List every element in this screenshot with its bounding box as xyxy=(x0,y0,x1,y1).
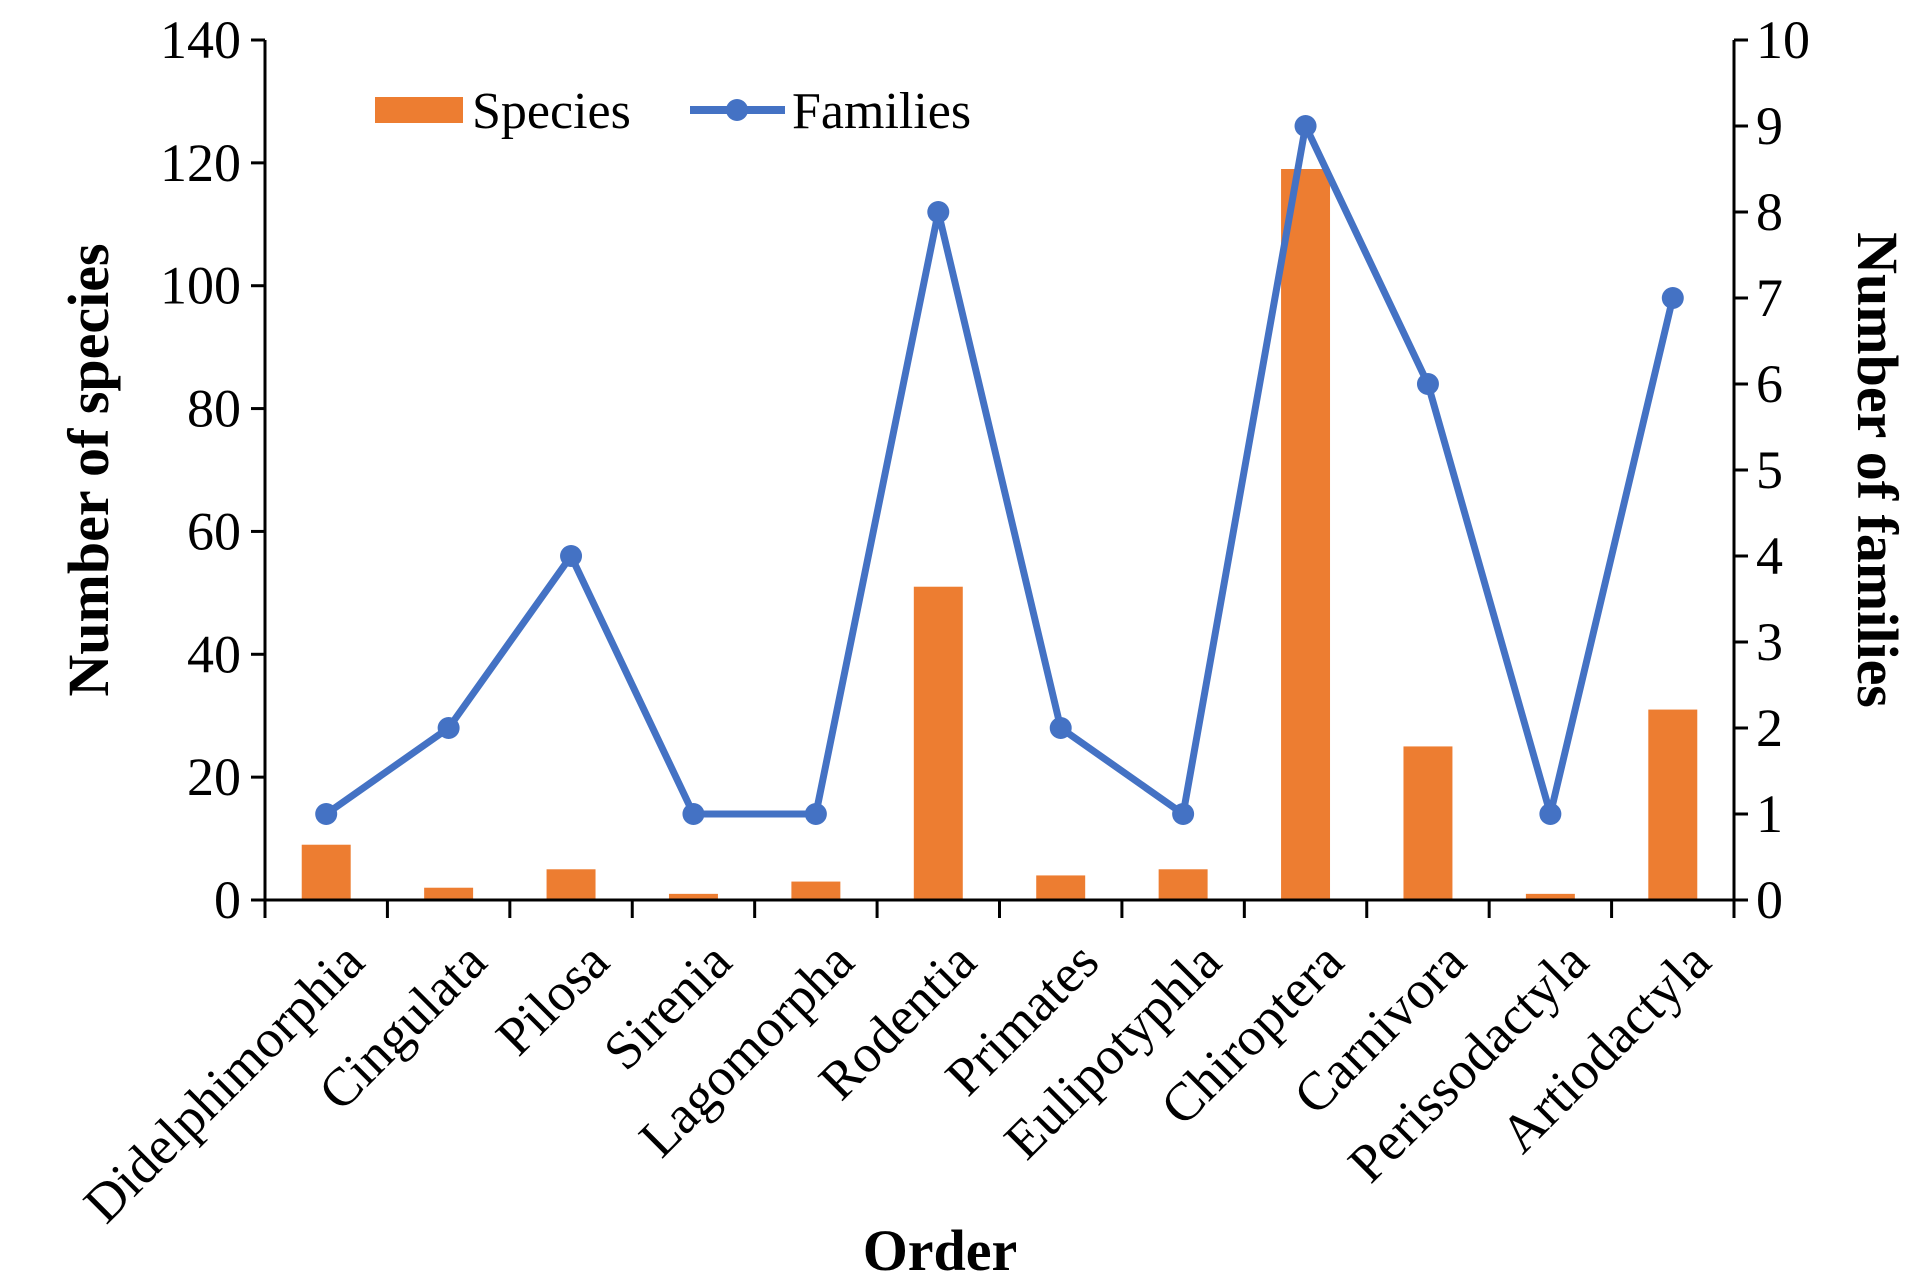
left-y-tick-label-0: 0 xyxy=(214,870,241,930)
right-y-tick-label-0: 0 xyxy=(1756,870,1783,930)
left-y-tick-label-100: 100 xyxy=(160,256,241,316)
left-y-tick-label-40: 40 xyxy=(187,624,241,684)
bar-carnivora xyxy=(1403,746,1453,900)
right-y-tick-label-5: 5 xyxy=(1756,440,1783,500)
right-y-tick-label-3: 3 xyxy=(1756,612,1783,672)
right-y-tick-label-7: 7 xyxy=(1756,268,1783,328)
legend-families-label: Families xyxy=(792,83,971,140)
families-point-didelphimorphia xyxy=(315,803,338,825)
bar-rodentia xyxy=(913,586,963,900)
families-point-primates xyxy=(1049,717,1072,739)
bar-primates xyxy=(1036,875,1086,900)
families-point-chiroptera xyxy=(1294,115,1317,137)
families-point-cingulata xyxy=(437,717,460,739)
right-y-tick-label-1: 1 xyxy=(1756,784,1783,844)
x-axis-title: Order xyxy=(863,1218,1018,1283)
legend-families-marker xyxy=(726,99,748,121)
legend: Species Families xyxy=(375,83,971,140)
bar-lagomorpha xyxy=(791,881,841,900)
left-y-tick-label-20: 20 xyxy=(187,747,241,807)
families-point-lagomorpha xyxy=(804,803,827,825)
right-y-tick-label-4: 4 xyxy=(1756,526,1783,586)
right-y-tick-label-9: 9 xyxy=(1756,96,1783,156)
families-point-pilosa xyxy=(560,545,583,567)
legend-species-label: Species xyxy=(472,83,631,140)
right-y-tick-label-10: 10 xyxy=(1756,10,1810,70)
right-y-tick-label-8: 8 xyxy=(1756,182,1783,242)
families-point-perissodactyla xyxy=(1539,803,1562,825)
bars-layer xyxy=(301,169,1698,900)
bar-pilosa xyxy=(546,869,596,900)
right-y-axis-title: Number of families xyxy=(1845,232,1910,708)
bar-sirenia xyxy=(668,893,718,900)
bar-didelphimorphia xyxy=(301,844,351,900)
left-y-tick-label-120: 120 xyxy=(160,133,241,193)
bar-cingulata xyxy=(424,887,474,900)
bar-perissodactyla xyxy=(1525,893,1575,900)
families-point-artiodactyla xyxy=(1661,287,1684,309)
left-y-axis-title: Number of species xyxy=(56,243,121,696)
left-y-tick-label-80: 80 xyxy=(187,379,241,439)
families-point-rodentia xyxy=(927,201,950,223)
families-point-sirenia xyxy=(682,803,705,825)
legend-species-swatch xyxy=(375,97,463,123)
left-y-tick-label-60: 60 xyxy=(187,501,241,561)
families-point-carnivora xyxy=(1416,373,1439,395)
bar-artiodactyla xyxy=(1648,709,1698,900)
line-layer xyxy=(315,115,1684,825)
left-y-tick-label-140: 140 xyxy=(160,10,241,70)
families-point-eulipotyphla xyxy=(1172,803,1195,825)
bar-chiroptera xyxy=(1281,169,1331,900)
right-y-tick-label-6: 6 xyxy=(1756,354,1783,414)
families-line xyxy=(324,122,1677,818)
bar-eulipotyphla xyxy=(1158,869,1208,900)
right-y-tick-label-2: 2 xyxy=(1756,698,1783,758)
